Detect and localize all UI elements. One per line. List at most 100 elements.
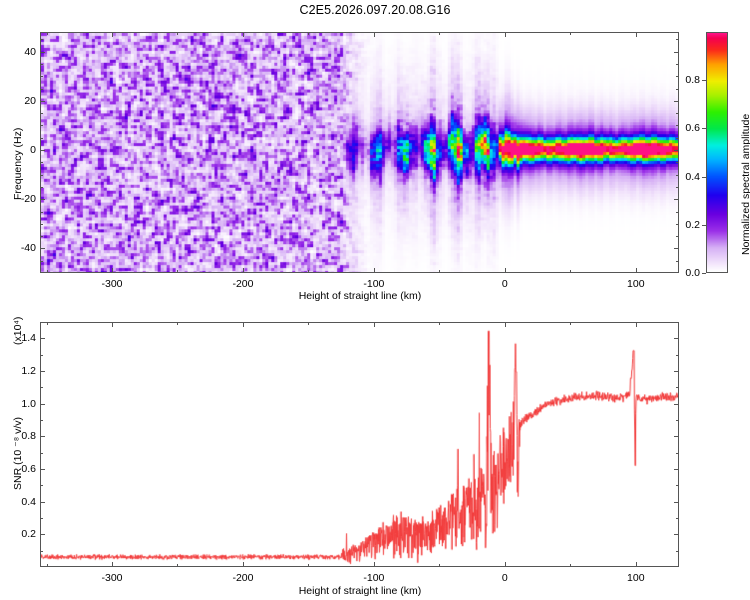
spectrogram-xtick (112, 268, 114, 273)
spectrogram-xtick (242, 268, 244, 273)
spectrogram-ytick-minor-right (676, 162, 679, 164)
snr-ytick-minor-right (676, 550, 679, 552)
snr-ytick-minor (40, 518, 43, 519)
snr-xtick (112, 562, 114, 567)
colorbar-ticklabel: 0.0 (685, 267, 700, 279)
snr-ytick-minor (40, 485, 43, 487)
spectrogram-ytick-minor-right (676, 137, 679, 139)
spectrogram-xtick-top (504, 32, 506, 37)
snr-ytick-minor (40, 322, 43, 323)
colorbar-tick (702, 128, 706, 130)
colorbar-tick (702, 80, 706, 82)
snr-trace (41, 323, 678, 566)
spectrogram-ytick-minor (40, 137, 43, 139)
snr-ytick (40, 371, 45, 372)
snr-ytick-right (674, 403, 679, 405)
spectrogram-ytick-minor-right (676, 174, 679, 176)
spectrogram-xtick-top (635, 32, 637, 37)
snr-ytick-right (674, 436, 679, 438)
spectrogram-ytick (40, 199, 45, 201)
spectrogram-ytick-minor (40, 186, 43, 188)
spectrogram-panel (40, 32, 679, 273)
spectrogram-ytick-minor-right (676, 211, 679, 213)
spectrogram-xlabel: Height of straight line (km) (298, 290, 422, 302)
snr-exponent-label: (x10⁴) (12, 316, 24, 345)
spectrogram-ytick-right (674, 248, 679, 250)
spectrogram-ytick-right (674, 51, 679, 53)
snr-xtick (373, 562, 375, 567)
spectrogram-ytick-minor-right (676, 125, 679, 127)
snr-yticklabel: 0.2 (21, 528, 36, 541)
spectrogram-xtick-minor-top (308, 32, 310, 35)
spectrogram-xtick-minor-top (46, 32, 48, 35)
snr-xtick-top (635, 322, 637, 327)
spectrogram-yticklabel: -40 (20, 242, 36, 255)
spectrogram-ytick-minor (40, 113, 43, 115)
spectrogram-ytick-minor-right (676, 223, 679, 225)
spectrogram-ytick-minor (40, 260, 43, 262)
spectrogram-ytick-minor (40, 223, 43, 225)
snr-ytick-minor-right (676, 518, 679, 519)
snr-xtick-minor-top (46, 322, 48, 325)
spectrogram-xtick (504, 268, 506, 273)
colorbar-ticklabel: 0.2 (685, 218, 700, 231)
colorbar-gradient (707, 33, 727, 272)
snr-ytick-right (674, 371, 679, 372)
spectrogram-ytick-minor-right (676, 63, 679, 65)
colorbar (706, 32, 728, 273)
spectrogram-yticklabel: 0 (30, 144, 36, 157)
snr-panel (40, 322, 679, 567)
snr-xtick-top (242, 322, 244, 327)
spectrogram-yticklabel: 20 (24, 94, 36, 107)
snr-ytick-minor-right (676, 387, 679, 389)
snr-xtick-minor (308, 564, 310, 567)
colorbar-tick (702, 176, 706, 178)
snr-yticklabel: 0.8 (21, 430, 36, 443)
snr-xtick-top (504, 322, 506, 327)
spectrogram-xticklabel: -100 (363, 278, 385, 290)
snr-ytick-right (674, 469, 679, 470)
colorbar-label: Normalized spectral amplitude (740, 113, 750, 255)
spectrogram-ytick-minor (40, 211, 43, 213)
spectrogram-ytick-minor-right (676, 88, 679, 90)
spectrogram-yticklabel: 40 (24, 45, 36, 58)
snr-ytick-minor (40, 387, 43, 389)
spectrogram-ytick (40, 51, 45, 53)
snr-xticklabel: 100 (627, 572, 645, 584)
spectrogram-yticklabel: -20 (20, 193, 36, 206)
spectrogram-xtick-minor (570, 270, 572, 273)
spectrogram-xtick-minor-top (439, 32, 441, 35)
snr-xtick-minor (46, 564, 48, 567)
spectrogram-ytick-minor (40, 76, 43, 78)
snr-ytick-minor (40, 354, 43, 356)
snr-xtick-minor (570, 564, 572, 567)
snr-yticklabel: 0.4 (21, 495, 36, 508)
snr-xtick (242, 562, 244, 567)
spectrogram-ytick-minor-right (676, 76, 679, 78)
spectrogram-xtick-minor (439, 270, 441, 273)
spectrogram-ytick-right (674, 150, 679, 152)
spectrogram-ytick-minor-right (676, 260, 679, 262)
snr-ylabel: SNR (10 ⁻⁸ v/v) (12, 417, 24, 490)
snr-ytick-right (674, 501, 679, 503)
spectrogram-xticklabel: -300 (101, 278, 123, 290)
snr-ytick (40, 501, 45, 503)
spectrogram-ytick-minor (40, 63, 43, 65)
snr-ytick-minor (40, 550, 43, 552)
snr-xticklabel: -100 (363, 572, 385, 584)
spectrogram-xtick-minor-top (570, 32, 572, 35)
snr-ytick-minor (40, 452, 43, 454)
snr-xtick-minor (439, 564, 441, 567)
spectrogram-ytick (40, 150, 45, 152)
snr-yticklabel: 0.6 (21, 463, 36, 475)
spectrogram-xtick-minor-top (177, 32, 179, 35)
spectrogram-ylabel: Frequency (Hz) (12, 127, 24, 200)
spectrogram-xticklabel: 100 (627, 278, 645, 290)
colorbar-tick (702, 224, 706, 226)
spectrogram-xtick-minor (308, 270, 310, 273)
snr-xtick-minor-top (177, 322, 179, 325)
spectrogram-xtick (373, 268, 375, 273)
snr-ytick (40, 436, 45, 438)
snr-xticklabel: 0 (501, 572, 508, 584)
